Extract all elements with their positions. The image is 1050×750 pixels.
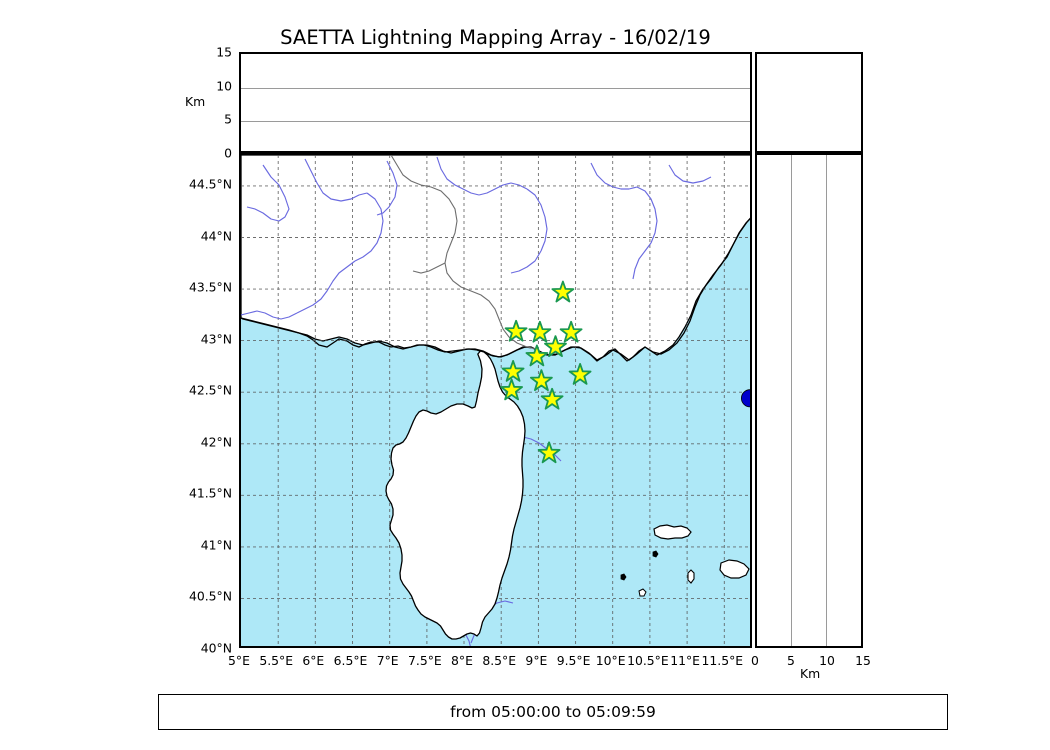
tick-lon-6-5: 6.5°E <box>333 653 368 668</box>
tick-lon-9-5: 9.5°E <box>556 653 591 668</box>
time-window-bar[interactable]: from 05:00:00 to 05:09:59 <box>158 694 948 730</box>
lightning-map[interactable] <box>239 153 752 648</box>
tick-lon-7: 7°E <box>376 653 399 668</box>
tick-lon-10: 10°E <box>595 653 626 668</box>
tick-lon-8-5: 8.5°E <box>482 653 517 668</box>
tick-lat-42: 42°N <box>200 434 232 450</box>
tick-lat-44: 44°N <box>200 228 232 243</box>
altitude-latitude-panel[interactable] <box>755 153 863 648</box>
gridline-alt-10 <box>826 155 827 646</box>
island-corsica <box>385 350 526 640</box>
gridline-alt-10 <box>241 87 750 89</box>
altitude-longitude-panel[interactable] <box>239 52 752 153</box>
right-panel-xlabel: Km <box>800 666 821 681</box>
tick-top-10: 10 <box>216 78 232 94</box>
tick-lat-41: 41°N <box>200 537 232 553</box>
page-title: SAETTA Lightning Mapping Array - 16/02/1… <box>280 26 711 49</box>
island-capraia <box>652 550 659 558</box>
island-elba <box>653 524 692 540</box>
tick-lon-5: 5°E <box>228 653 250 668</box>
tick-lon-11: 11°E <box>670 653 700 668</box>
coastline-argentario <box>719 559 750 579</box>
island-pianosa <box>638 588 647 597</box>
tick-right-5: 5 <box>787 653 795 668</box>
tick-right-0: 0 <box>751 653 759 668</box>
tick-lat-42-5: 42.5°N <box>188 382 232 398</box>
tick-top-5: 5 <box>224 111 232 127</box>
tick-lon-10-5: 10.5°E <box>627 653 669 668</box>
tick-lon-9: 9°E <box>525 653 548 668</box>
tick-lon-5-5: 5.5°E <box>259 653 294 668</box>
tick-lat-44-5: 44.5°N <box>188 176 232 192</box>
map-gridlines <box>241 155 750 646</box>
tick-lat-40: 40°N <box>200 640 232 656</box>
island-giglio <box>687 569 695 584</box>
admin-borders <box>390 155 538 350</box>
top-panel-ylabel: Km <box>185 94 206 109</box>
tick-lat-40-5: 40.5°N <box>188 588 232 604</box>
tick-lon-6: 6°E <box>302 653 325 668</box>
tick-lat-41-5: 41.5°N <box>188 485 232 501</box>
tick-top-0: 0 <box>224 145 232 161</box>
tick-lat-43-5: 43.5°N <box>188 279 232 295</box>
gridline-alt-5 <box>241 121 750 123</box>
tick-lat-43: 43°N <box>200 331 232 347</box>
tick-lon-7-5: 7.5°E <box>408 653 442 668</box>
tick-lon-11-5: 11.5°E <box>701 653 744 668</box>
time-window-label: from 05:00:00 to 05:09:59 <box>450 703 656 721</box>
tick-top-15: 15 <box>216 44 232 60</box>
rivers <box>241 156 712 646</box>
corner-panel[interactable] <box>755 52 863 153</box>
tick-lon-8: 8°E <box>451 653 473 668</box>
tick-right-15: 15 <box>855 653 871 668</box>
coastline-riviera <box>241 217 750 361</box>
gridline-alt-5 <box>791 155 792 646</box>
island-montecristo <box>620 573 627 581</box>
tick-right-10: 10 <box>819 653 835 668</box>
